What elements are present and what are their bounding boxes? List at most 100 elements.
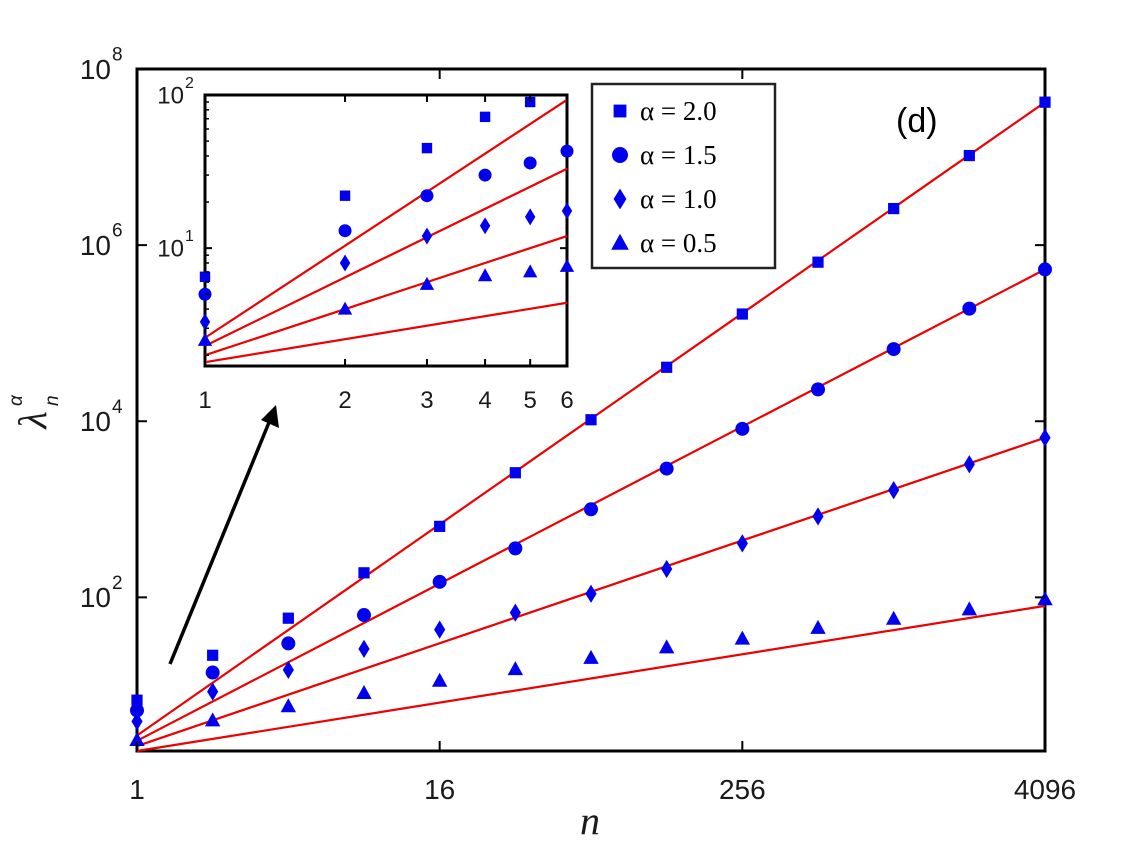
marker-triangle	[204, 712, 221, 727]
y-tick-label: 10	[80, 54, 111, 85]
y-axis-label-sup: α	[6, 394, 27, 406]
marker-triangle	[961, 601, 978, 616]
inset-x-tick-label: 5	[523, 387, 536, 414]
inset-marker-triangle	[419, 276, 435, 290]
marker-square	[358, 567, 370, 579]
inset-marker-circle	[478, 168, 492, 182]
marker-diamond	[131, 712, 143, 731]
inset-y-tick-label: 10	[157, 236, 184, 263]
marker-circle	[432, 574, 447, 589]
inset-marker-triangle	[559, 258, 575, 272]
y-tick-exponent: 4	[112, 397, 123, 418]
marker-circle	[584, 502, 598, 517]
inset-fit-line-3	[204, 301, 568, 364]
marker-circle	[357, 608, 371, 623]
inset-fit-line-2	[204, 234, 568, 357]
inset-marker-circle	[523, 156, 537, 170]
inset-arrow	[168, 405, 279, 665]
legend-marker-diamond	[613, 188, 627, 210]
inset-marker-square	[339, 190, 351, 201]
x-tick-label: 256	[719, 774, 766, 805]
marker-square	[1039, 96, 1051, 108]
marker-diamond	[736, 534, 748, 553]
marker-triangle	[129, 731, 145, 746]
marker-square	[131, 694, 143, 706]
marker-circle	[130, 703, 144, 718]
inset-y-tick-exponent: 1	[185, 228, 194, 245]
inset-x-tick-label: 1	[198, 387, 211, 414]
marker-triangle	[734, 630, 751, 645]
inset-x-tick-label: 2	[338, 387, 351, 414]
inset-y-tick-label: 10	[157, 82, 184, 109]
x-tick-label: 1	[129, 774, 145, 805]
inset-marker-diamond	[524, 208, 536, 226]
y-tick-label: 10	[80, 406, 111, 437]
marker-diamond	[509, 603, 521, 622]
inset-marker-square	[524, 96, 536, 108]
legend-label: α = 1.5	[640, 140, 717, 170]
marker-square	[207, 649, 219, 661]
inset-marker-diamond	[561, 202, 573, 220]
y-tick-label: 10	[80, 230, 111, 261]
inset-marker-square	[479, 111, 491, 123]
marker-triangle	[583, 649, 599, 664]
legend-marker-circle	[612, 147, 628, 163]
legend-label: α = 0.5	[640, 228, 717, 258]
inset-marker-diamond	[339, 254, 351, 272]
legend-label: α = 1.0	[640, 184, 717, 214]
marker-triangle	[280, 698, 297, 713]
marker-triangle	[810, 619, 826, 634]
x-tick-label: 4096	[1014, 774, 1076, 805]
marker-circle	[281, 636, 296, 651]
inset-marker-diamond	[479, 217, 491, 235]
inset-marker-triangle	[337, 301, 353, 315]
inset-marker-square	[421, 142, 433, 154]
marker-circle	[205, 665, 220, 680]
marker-circle	[962, 301, 977, 316]
inset-marker-square	[199, 271, 211, 282]
marker-square	[888, 202, 900, 215]
x-tick-label: 16	[424, 774, 455, 805]
legend-marker-square	[613, 104, 627, 118]
main-data-points	[129, 96, 1053, 746]
marker-diamond	[434, 620, 446, 639]
y-tick-exponent: 8	[112, 45, 123, 66]
marker-circle	[735, 421, 750, 436]
y-axis-label-sub: n	[42, 395, 63, 406]
inset-fit-lines	[204, 98, 568, 364]
y-axis-label-main: λ	[10, 411, 55, 429]
y-tick-exponent: 2	[112, 573, 123, 594]
marker-triangle	[507, 661, 524, 676]
inset-x-tick-label: 6	[560, 387, 573, 414]
inset-marker-triangle	[197, 332, 213, 346]
legend-label: α = 2.0	[640, 96, 717, 126]
marker-diamond	[963, 455, 975, 474]
marker-diamond	[812, 507, 824, 526]
marker-circle	[508, 541, 523, 556]
legend: α = 2.0 α = 1.5 α = 1.0 α = 0.5	[590, 82, 777, 270]
inset-marker-circle	[338, 224, 352, 238]
main-x-ticks: 1 16 256 4096	[129, 69, 1076, 805]
y-axis-label: λ n α	[6, 394, 63, 430]
inset-marker-triangle	[477, 268, 493, 282]
marker-diamond	[358, 639, 370, 658]
marker-square	[585, 414, 597, 426]
marker-diamond	[1039, 428, 1051, 447]
marker-triangle	[658, 639, 675, 654]
marker-circle	[659, 461, 674, 476]
marker-diamond	[207, 682, 219, 701]
marker-circle	[1038, 262, 1052, 277]
inset-marker-circle	[560, 144, 574, 158]
legend-marker-triangle	[611, 233, 629, 250]
marker-circle	[811, 382, 825, 397]
marker-square	[661, 361, 673, 373]
y-tick-label: 10	[80, 582, 111, 613]
inset-y-tick-exponent: 2	[185, 75, 194, 92]
inset-fit-line-1	[204, 167, 568, 347]
fit-line-3	[136, 604, 1046, 753]
inset-x-tick-label: 4	[478, 387, 491, 414]
